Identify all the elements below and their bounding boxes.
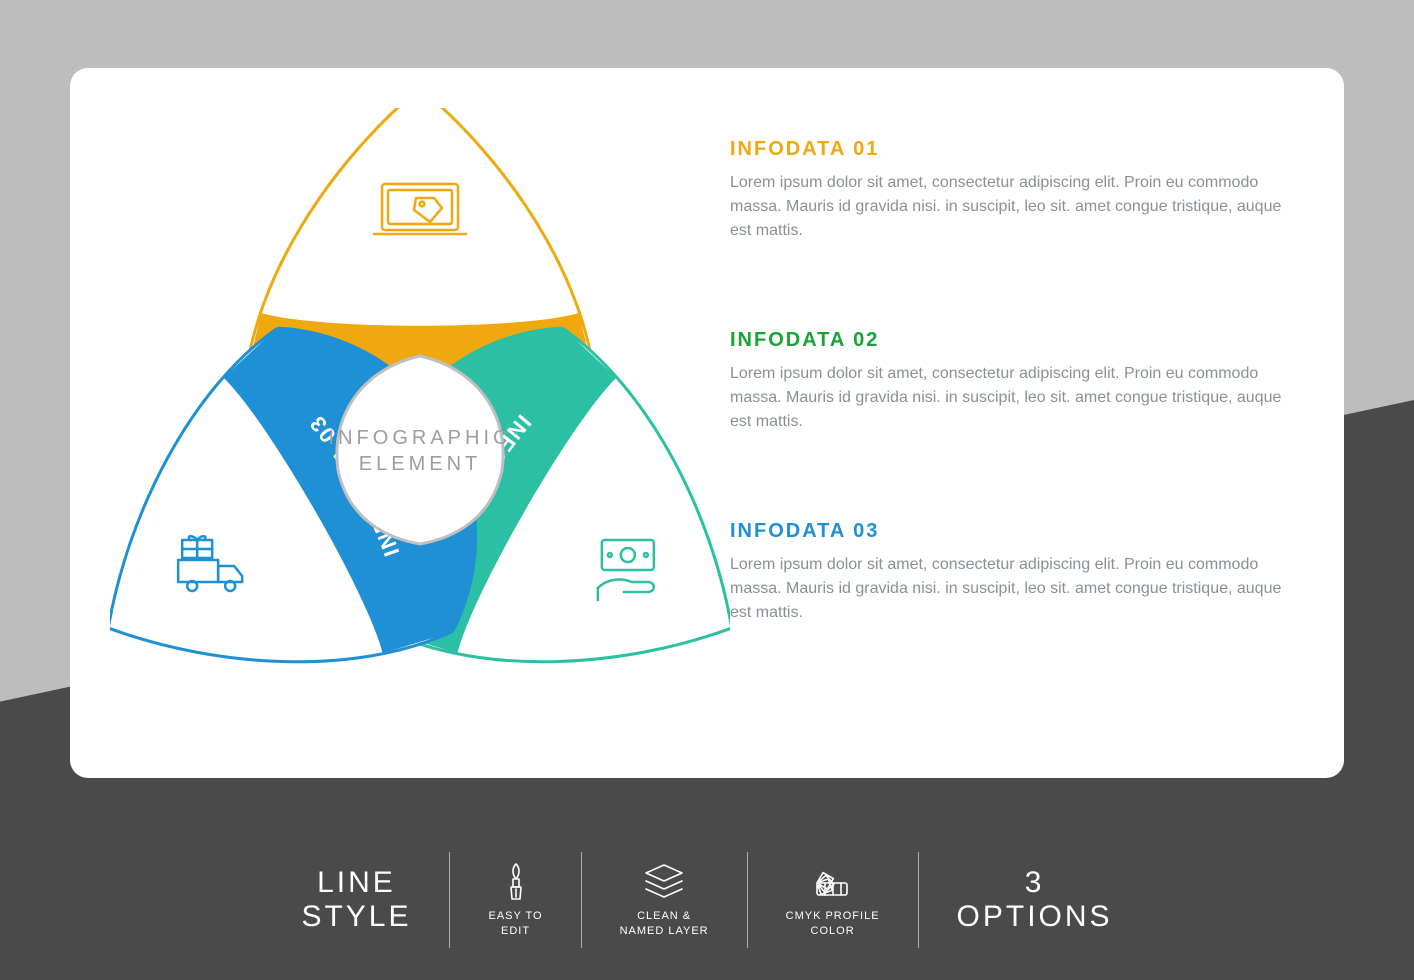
entry-3: INFODATA 03 Lorem ipsum dolor sit amet, … xyxy=(730,520,1290,625)
entries-column: INFODATA 01 Lorem ipsum dolor sit amet, … xyxy=(730,138,1290,625)
footer-feature-2: CLEAN &NAMED LAYER xyxy=(581,852,747,948)
footer-feature-1-label: EASY TOEDIT xyxy=(488,909,542,939)
entry-1-body: Lorem ipsum dolor sit amet, consectetur … xyxy=(730,171,1290,243)
brush-icon xyxy=(498,861,534,901)
center-label-2: ELEMENT xyxy=(359,453,481,475)
footer-feature-3: CMYK PROFILECOLOR xyxy=(747,852,918,948)
infographic-card: INFODATA 01 INFODATA 02 xyxy=(70,68,1344,778)
entry-2-title: INFODATA 02 xyxy=(730,329,1290,352)
layers-icon xyxy=(642,861,686,901)
footer-feature-3-label: CMYK PROFILECOLOR xyxy=(786,909,880,939)
footer-left-line1: LINE xyxy=(317,866,396,901)
footer-bar: LINE STYLE EASY TOEDIT CLEAN &NAMED LAYE… xyxy=(0,820,1414,980)
entry-2: INFODATA 02 Lorem ipsum dolor sit amet, … xyxy=(730,329,1290,434)
entry-2-body: Lorem ipsum dolor sit amet, consectetur … xyxy=(730,362,1290,434)
entry-1: INFODATA 01 Lorem ipsum dolor sit amet, … xyxy=(730,138,1290,243)
swatch-icon xyxy=(811,861,855,901)
entry-3-body: Lorem ipsum dolor sit amet, consectetur … xyxy=(730,553,1290,625)
footer-right-line2: OPTIONS xyxy=(957,900,1113,935)
footer-feature-1: EASY TOEDIT xyxy=(449,852,580,948)
footer-right: 3 OPTIONS xyxy=(918,852,1151,948)
entry-3-title: INFODATA 03 xyxy=(730,520,1290,543)
footer-left-line2: STYLE xyxy=(301,900,411,935)
footer-feature-2-label: CLEAN &NAMED LAYER xyxy=(620,909,709,939)
footer-right-line1: 3 xyxy=(1025,866,1045,901)
triangle-diagram: INFODATA 01 INFODATA 02 xyxy=(110,108,730,728)
center-label-1: INFOGRAPHIC xyxy=(329,427,512,449)
footer-left: LINE STYLE xyxy=(263,852,449,948)
entry-1-title: INFODATA 01 xyxy=(730,138,1290,161)
